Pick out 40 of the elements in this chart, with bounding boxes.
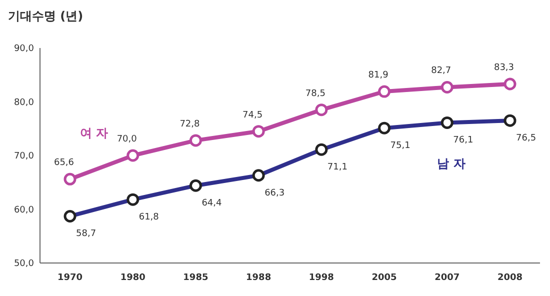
point (189, 134, 202, 147)
data-label: 76,5 (516, 134, 536, 144)
data-label: 65,6 (54, 158, 74, 168)
data-label: 76,1 (453, 136, 474, 146)
y-tick-label: 50,0 (14, 259, 34, 269)
point (126, 149, 140, 162)
series-label: 여 자 (80, 126, 108, 140)
point (64, 172, 76, 186)
x-tick-label: 2008 (497, 273, 523, 283)
y-tick-label: 90,0 (14, 44, 34, 54)
y-tick-label: 80,0 (14, 98, 34, 108)
x-tick-label: 1980 (120, 273, 146, 283)
data-label: 75,1 (390, 141, 410, 152)
x-tick-label: 1988 (246, 273, 272, 283)
y-tick-label: 70,0 (14, 152, 34, 162)
point (315, 104, 328, 116)
y-tick-label: 60,0 (14, 205, 34, 216)
data-label: 71,1 (327, 162, 348, 173)
y-axis-title: 기대수명 (년) (8, 9, 84, 23)
data-label: 83,3 (494, 63, 514, 74)
point (252, 125, 265, 138)
x-tick-label: 2007 (434, 273, 460, 283)
data-label: 72,8 (180, 119, 200, 130)
point (440, 80, 454, 94)
data-label: 58,7 (76, 229, 96, 240)
point (378, 85, 391, 98)
data-label: 66,3 (264, 188, 285, 198)
data-label: 64,4 (202, 198, 222, 209)
data-label: 61,8 (138, 212, 160, 223)
text: 남 자 (437, 156, 466, 171)
data-label: 81,9 (368, 70, 389, 81)
data-label: 74,5 (242, 110, 263, 120)
data-label: 82,7 (431, 66, 452, 76)
data-label: 78,5 (305, 88, 326, 99)
x-tick-label: 1998 (308, 273, 334, 283)
point (504, 78, 516, 90)
x-tick-label: 2005 (372, 273, 397, 283)
data-label: 70,0 (116, 134, 138, 144)
x-tick-label: 1985 (183, 273, 208, 283)
x-tick-label: 1970 (57, 273, 83, 283)
